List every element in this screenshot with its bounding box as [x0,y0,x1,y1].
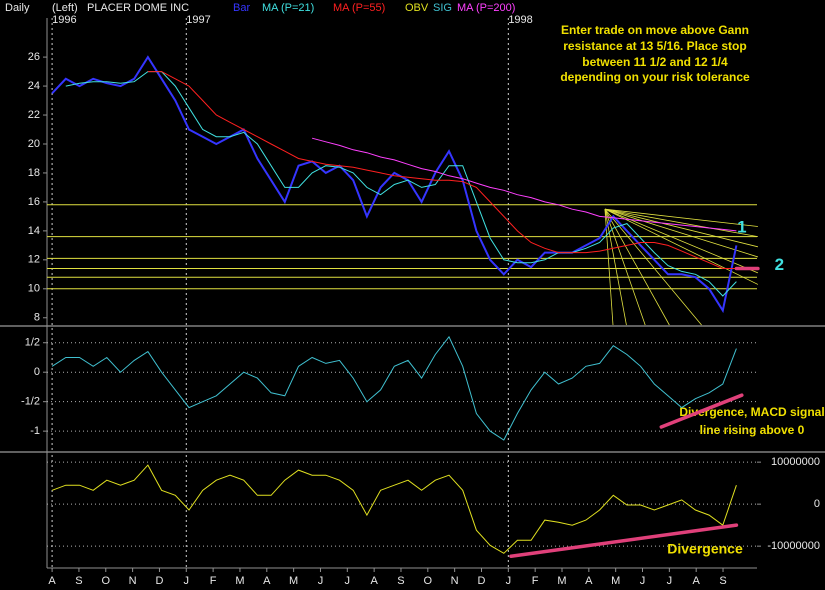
y-tick-label: 14 [28,225,40,237]
legend-entry: MA (P=200) [457,2,515,14]
x-tick-label: A [370,575,378,587]
y-tick-label: 18 [28,167,40,179]
y-tick-label: 10 [28,283,40,295]
gann-line [604,208,759,285]
annotation: resistance at 13 5/16. Place stop [563,39,746,53]
y-tick-label: 20 [28,138,40,150]
annotation: depending on your risk tolerance [560,70,750,84]
y-tick-label: 1/2 [25,337,40,349]
legend-entry: Bar [233,2,250,14]
annotation: Divergence [667,541,743,557]
x-tick-label: J [345,575,351,587]
x-tick-label: A [585,575,593,587]
x-tick-label: J [506,575,512,587]
scale: (Left) [52,2,78,14]
x-tick-label: M [235,575,244,587]
annotation: Divergence, MACD signal [679,405,824,419]
year-label: 1998 [508,14,532,26]
trend-line [509,523,739,558]
x-tick-label: D [155,575,163,587]
annotation: between 11 1/2 and 12 1/4 [582,55,728,69]
x-tick-label: S [75,575,82,587]
year-label: 1996 [52,14,76,26]
annotation: Enter trade on move above Gann [561,23,749,37]
y-tick-label: 22 [28,109,40,121]
interval: Daily [5,2,30,14]
gann-line [604,208,758,227]
x-tick-label: F [210,575,217,587]
trend-line [659,393,744,429]
legend-entry: SIG [433,2,452,14]
marker-label: 2 [775,255,784,274]
y-tick-label: -10000000 [767,540,820,552]
y-tick-label: 0 [34,366,40,378]
series-line [65,71,737,297]
x-tick-label: A [693,575,701,587]
y-tick-label: 26 [28,51,40,63]
x-tick-label: M [289,575,298,587]
gann-line [604,208,702,326]
gann-line [604,208,670,326]
annotation: line rising above 0 [700,423,805,437]
gann-line [604,208,759,248]
series-line [311,137,737,232]
y-tick-label: 0 [814,498,820,510]
year-label: 1997 [186,14,210,26]
y-tick-label: 24 [28,80,40,92]
symbol: PLACER DOME INC [87,2,189,14]
y-tick-label: 16 [28,196,40,208]
x-tick-label: A [263,575,271,587]
x-tick-label: O [101,575,110,587]
x-tick-label: J [640,575,646,587]
series-line [147,71,737,269]
series-line [51,464,737,554]
x-tick-label: D [478,575,486,587]
x-tick-label: S [719,575,726,587]
x-tick-label: F [532,575,539,587]
x-tick-label: J [184,575,190,587]
legend-entry: OBV [405,2,429,14]
y-tick-label: -1 [30,425,40,437]
x-tick-label: O [424,575,433,587]
marker-label: 1 [737,217,746,236]
y-tick-label: 12 [28,254,40,266]
x-tick-label: M [557,575,566,587]
x-tick-label: A [48,575,56,587]
gann-line [604,209,627,326]
x-tick-label: N [451,575,459,587]
legend-entry: MA (P=21) [262,2,314,14]
y-tick-label: -1/2 [21,396,40,408]
gann-line [604,208,758,238]
x-tick-label: N [129,575,137,587]
x-tick-label: S [397,575,404,587]
gann-line [604,209,646,326]
y-tick-label: 8 [34,312,40,324]
gann-line [604,208,759,258]
x-tick-label: J [318,575,324,587]
x-tick-label: J [667,575,673,587]
y-tick-label: 10000000 [771,456,820,468]
series-line [51,335,737,441]
series-line [51,55,738,314]
x-tick-label: M [611,575,620,587]
legend-entry: MA (P=55) [333,2,385,14]
